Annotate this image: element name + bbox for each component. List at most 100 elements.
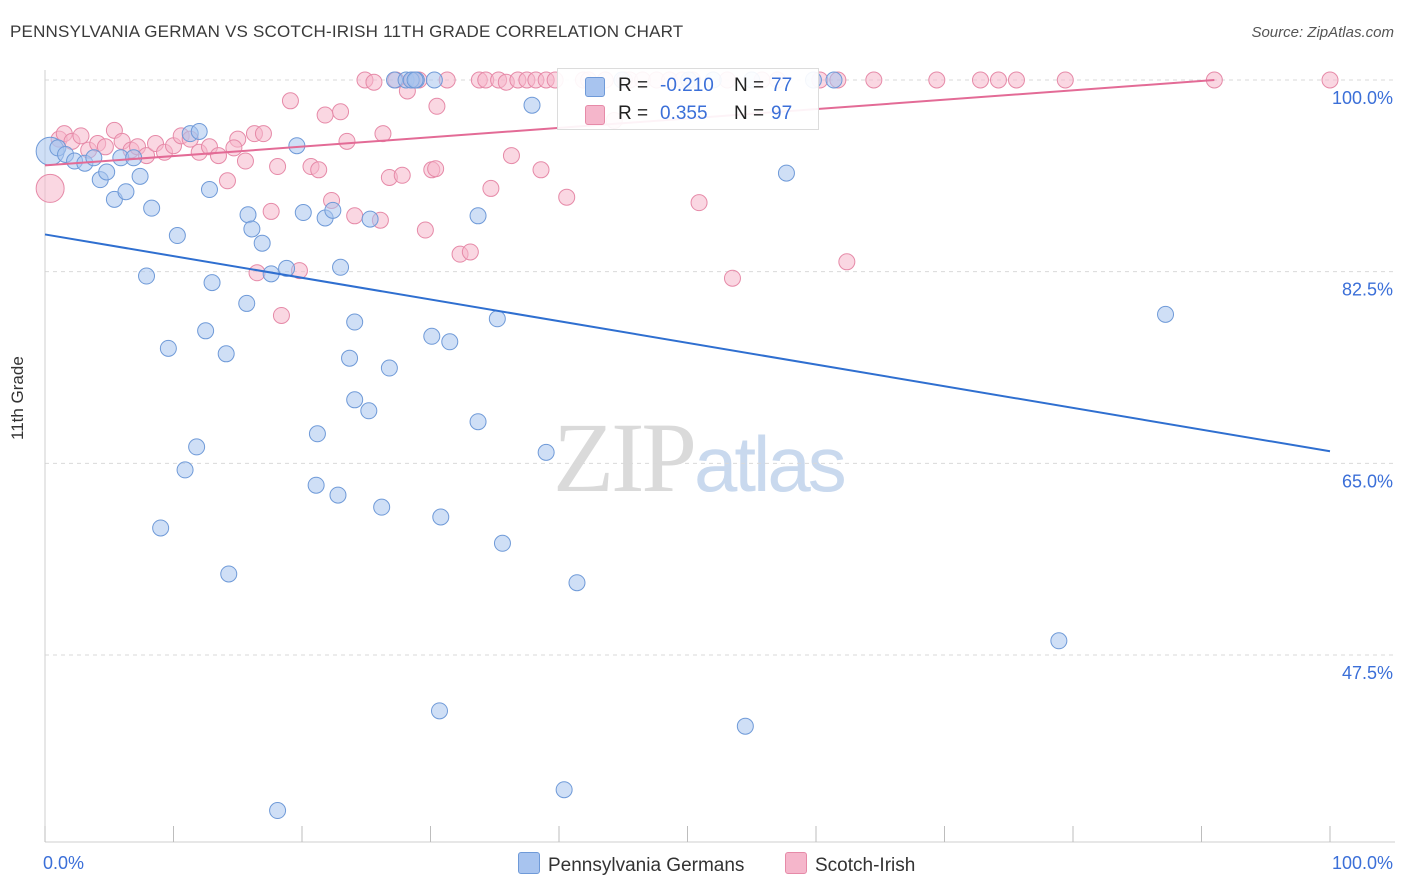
pennsylvania-german-point [294, 204, 312, 222]
watermark-zip: ZIP [553, 402, 697, 513]
scotch-irish-point [1321, 71, 1339, 89]
pennsylvania-german-point [324, 201, 342, 219]
pennsylvania-german-point [360, 402, 378, 420]
pennsylvania-german-point [825, 71, 843, 89]
scotch-irish-point [96, 138, 114, 156]
scotch-irish-point [236, 152, 254, 170]
pennsylvania-german-point [777, 164, 795, 182]
pennsylvania-german-point [117, 183, 135, 201]
scotch-irish-point [427, 160, 445, 178]
pennsylvania-german-point [269, 802, 287, 820]
watermark: ZIPatlas [553, 400, 847, 515]
pennsylvania-german-point [488, 310, 506, 328]
pennsylvania-german-point [406, 71, 424, 89]
pennsylvania-german-point [188, 438, 206, 456]
scotch-irish-point [838, 253, 856, 271]
pennsylvania-german-point [346, 313, 364, 331]
n-value: 97 [771, 103, 793, 124]
pennsylvania-german-point [523, 96, 541, 114]
scotch-irish-point [1056, 71, 1074, 89]
scotch-irish-point [482, 179, 500, 197]
x-tick-label: 100.0% [1332, 853, 1393, 873]
pennsylvania-german-point [361, 210, 379, 228]
pennsylvania-german-point [441, 333, 459, 351]
scotch-irish-point [1007, 71, 1025, 89]
n-value: 77 [771, 75, 793, 96]
scotch-irish-point [558, 188, 576, 206]
pennsylvania-german-point [425, 71, 443, 89]
scotch-irish-point [461, 243, 479, 261]
r-value: -0.210 [660, 75, 714, 96]
pennsylvania-german-point [217, 345, 235, 363]
pennsylvania-german-point [152, 519, 170, 537]
pennsylvania-german-point [200, 181, 218, 199]
r-label: R = [618, 103, 649, 124]
scotch-irish-point [248, 264, 266, 282]
pennsylvania-german-point [253, 234, 271, 252]
pennsylvania-german-point [243, 220, 261, 238]
scotch-irish-point [72, 127, 90, 145]
pennsylvania-german-point [168, 227, 186, 245]
scotch-irish-point [316, 106, 334, 124]
legend-label: Scotch-Irish [815, 855, 916, 876]
scotch-irish-point [532, 161, 550, 179]
pennsylvania-german-point [85, 149, 103, 167]
chart-title: PENNSYLVANIA GERMAN VS SCOTCH-IRISH 11TH… [10, 22, 684, 41]
pennsylvania-german-point [493, 534, 511, 552]
pennsylvania-german-point [131, 167, 149, 185]
pennsylvania-german-point [159, 339, 177, 357]
scotch-irish-point [428, 97, 446, 115]
n-label: N = [734, 103, 765, 124]
pennsylvania-german-point [190, 122, 208, 140]
scotch-irish-point [35, 173, 65, 203]
pennsylvania-german-point [537, 443, 555, 461]
scotch-irish-point [262, 202, 280, 220]
stats-row-scotch-irish: R = 0.355 N = 97 [558, 101, 818, 127]
legend-label: Pennsylvania Germans [548, 855, 745, 876]
pennsylvania-german-point [341, 349, 359, 367]
scotch-irish-point [374, 125, 392, 143]
n-label: N = [734, 75, 765, 96]
scotch-irish-point [989, 71, 1007, 89]
y-tick-label: 47.5% [1342, 663, 1393, 683]
x-tick-label: 0.0% [43, 853, 84, 873]
scotch-irish-point [365, 73, 383, 91]
pennsylvania-german-point [1050, 632, 1068, 650]
pennsylvania-german-point [469, 207, 487, 225]
scotch-irish-point [971, 71, 989, 89]
r-value: 0.355 [660, 103, 708, 124]
scotch-irish-point [209, 147, 227, 165]
watermark-atlas: atlas [694, 420, 847, 508]
pennsylvania-german-point [176, 461, 194, 479]
pennsylvania-german-point [423, 327, 441, 345]
scotch-irish-point [332, 103, 350, 121]
stats-swatch-blue [585, 77, 605, 97]
pennsylvania-german-point [238, 294, 256, 312]
pennsylvania-german-point [568, 574, 586, 592]
pennsylvania-german-trendline [44, 233, 1331, 453]
scotch-irish-point [269, 158, 287, 176]
legend-item-scotch-irish[interactable]: Scotch-Irish [785, 852, 915, 877]
stats-row-pennsylvania: R = -0.210 N = 77 [558, 73, 818, 99]
y-tick-label: 65.0% [1342, 471, 1393, 491]
scotch-irish-point [338, 132, 356, 150]
stats-legend: R = -0.210 N = 77 R = 0.355 N = 97 [557, 68, 819, 130]
pennsylvania-german-point [380, 359, 398, 377]
scotch-irish-point [281, 92, 299, 110]
pennsylvania-german-point [98, 163, 116, 181]
pennsylvania-german-point [308, 425, 326, 443]
pennsylvania-german-point [203, 274, 221, 292]
scotch-irish-point [416, 221, 434, 239]
pennsylvania-german-point [138, 267, 156, 285]
legend-item-pennsylvania-germans[interactable]: Pennsylvania Germans [518, 852, 744, 877]
scotch-irish-point [310, 161, 328, 179]
stats-swatch-pink [585, 105, 605, 125]
pennsylvania-german-point [373, 498, 391, 516]
y-tick-label: 82.5% [1342, 280, 1393, 300]
y-tick-label: 100.0% [1332, 88, 1393, 108]
pennsylvania-german-point [430, 702, 448, 720]
legend-swatch-pink [785, 852, 807, 874]
pennsylvania-german-point [220, 565, 238, 583]
pennsylvania-german-point [432, 508, 450, 526]
